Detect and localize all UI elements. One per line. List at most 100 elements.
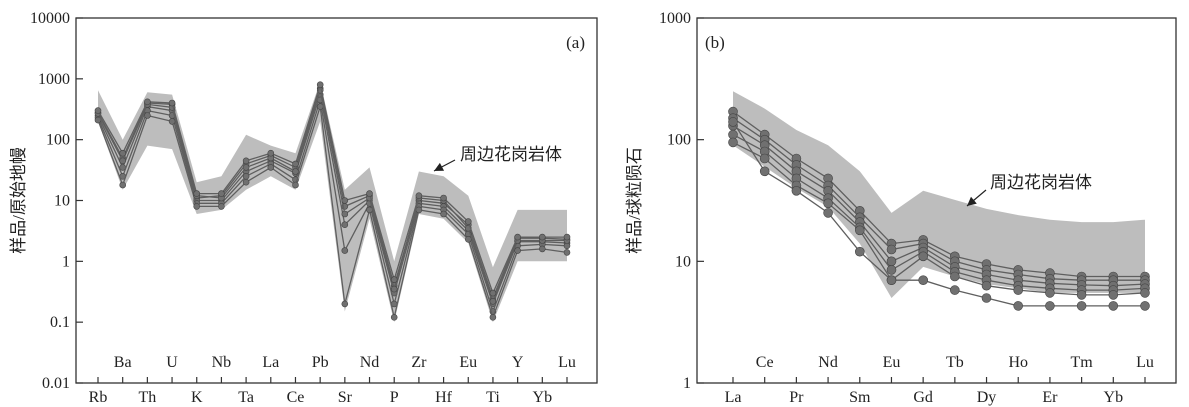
data-point-a	[538, 233, 546, 241]
x-tick-label-b: Lu	[1136, 354, 1154, 371]
x-tick-label-b: Tm	[1071, 354, 1094, 371]
data-point-b	[791, 186, 802, 196]
data-point-b	[728, 117, 738, 127]
x-tick-label-b: Gd	[913, 389, 933, 406]
data-point-b	[886, 244, 897, 255]
data-point-a	[440, 194, 447, 202]
data-point-a	[267, 164, 275, 171]
series-line-a-2	[97, 94, 568, 306]
x-tick-label-a: K	[191, 389, 203, 406]
chart-panel-b: 1 10 100 1000 La Pr Sm Gd Dy Er Yb Ce Nd Eu Tb Ho Tm Lu 样品…	[625, 10, 1177, 406]
x-tick-label-a: Nd	[360, 354, 380, 371]
x-tick-label-a: U	[166, 354, 178, 371]
data-point-b	[823, 198, 833, 209]
x-tick-label-a: La	[262, 354, 279, 371]
series-line-b-5	[732, 141, 1146, 296]
data-point-a	[242, 164, 250, 171]
x-tick-label-a: Lu	[558, 354, 576, 371]
data-point-b	[1108, 290, 1119, 300]
data-point-a	[119, 181, 126, 189]
x-tick-label-b: Ce	[756, 354, 774, 371]
x-tick-label-a: Ce	[287, 389, 305, 406]
x-tick-label-a: Rb	[89, 389, 108, 406]
data-point-b	[1013, 285, 1024, 295]
data-point-a	[292, 181, 299, 189]
data-point-a	[489, 297, 497, 305]
data-point-a	[390, 285, 398, 293]
data-point-b	[854, 225, 865, 236]
x-tick-label-b: Er	[1042, 389, 1058, 406]
series-line-b-4	[732, 134, 1146, 291]
y-tick-label-a: 0.01	[42, 375, 70, 392]
chart-panel-a: 0.01 0.1 1 10 100 1000 10000 Rb Th K Ta Ce Sr P Hf Ti Yb…	[9, 10, 598, 406]
x-tick-label-a: Zr	[411, 354, 427, 371]
data-point-a	[390, 276, 398, 283]
series-line-b-2	[732, 117, 1145, 281]
data-point-a	[168, 118, 176, 125]
data-point-a	[489, 313, 497, 321]
data-point-b	[1076, 301, 1087, 311]
y-tick-label-a: 0.1	[50, 314, 70, 331]
data-point-a	[316, 81, 324, 88]
x-tick-label-b: Yb	[1104, 389, 1124, 406]
data-point-a	[563, 233, 571, 241]
data-point-a	[341, 221, 349, 228]
data-point-b	[823, 208, 833, 218]
panel-label-b: (b)	[705, 33, 725, 52]
data-point-a	[366, 190, 373, 197]
data-point-b	[886, 256, 897, 267]
data-point-b	[886, 275, 897, 286]
data-point-b	[1076, 290, 1087, 300]
reference-field-b	[733, 91, 1145, 298]
data-point-b	[1108, 301, 1119, 311]
data-point-a	[341, 197, 349, 204]
x-tick-label-a: Eu	[459, 354, 477, 371]
y-axis-title-b: 样品/球粒陨石	[625, 147, 644, 254]
x-tick-label-a: Pb	[312, 354, 329, 371]
field-annotation-b: 周边花岗岩体	[990, 173, 1092, 192]
data-point-a	[341, 210, 349, 218]
data-point-b	[1013, 301, 1024, 311]
annotation-arrow-head-a	[434, 162, 445, 171]
x-tick-label-a: Ta	[238, 389, 254, 406]
plot-frame-b	[696, 17, 1177, 384]
x-tick-label-b: Nd	[818, 354, 838, 371]
data-point-a	[119, 149, 126, 157]
data-point-a	[563, 249, 571, 256]
y-tick-label-a: 100	[46, 132, 70, 149]
x-tick-label-b: Eu	[883, 354, 901, 371]
annotation-arrow-head-b	[967, 196, 977, 206]
x-tick-label-b: Pr	[789, 389, 804, 406]
data-point-a	[341, 247, 349, 254]
x-tick-label-b: Dy	[977, 389, 997, 406]
data-point-a	[390, 313, 398, 321]
data-point-a	[292, 168, 299, 175]
y-tick-label-b: 10	[675, 253, 691, 270]
x-tick-label-a: Ti	[486, 389, 500, 406]
x-tick-label-a: Sr	[338, 389, 353, 406]
data-point-b	[728, 137, 738, 148]
data-point-a	[514, 233, 521, 241]
x-tick-label-a: P	[390, 389, 399, 406]
data-point-a	[94, 107, 102, 114]
series-line-a-3	[97, 99, 568, 314]
data-point-a	[464, 218, 472, 225]
data-point-a	[242, 173, 250, 180]
data-point-b	[1140, 288, 1150, 298]
data-point-b	[886, 265, 897, 275]
data-point-b	[981, 293, 992, 303]
x-tick-label-a: Nb	[212, 354, 232, 371]
data-point-a	[168, 99, 176, 107]
y-tick-label-b: 1000	[659, 10, 691, 27]
x-tick-label-b: Ho	[1008, 354, 1028, 371]
data-point-b	[1140, 301, 1150, 311]
series-line-a-6	[97, 82, 567, 295]
data-point-b	[759, 166, 770, 177]
series-line-b-3	[732, 125, 1146, 287]
x-tick-label-a: Hf	[435, 389, 453, 406]
x-tick-label-b: Tb	[946, 354, 964, 371]
data-point-a	[514, 247, 521, 254]
data-point-a	[267, 149, 275, 157]
data-point-b	[1045, 301, 1055, 311]
